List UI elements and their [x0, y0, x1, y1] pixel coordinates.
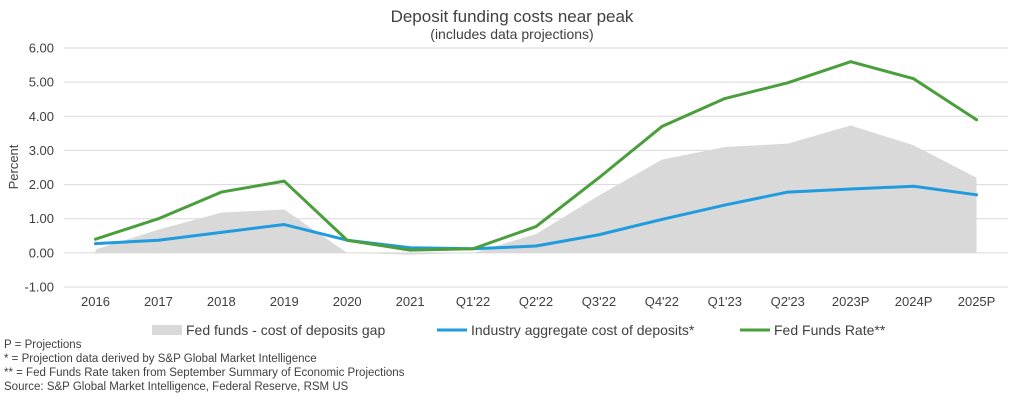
data-point-industry-aggregate-cost-of-deposits [282, 223, 286, 226]
footnote-projection-source: * = Projection data derived by S&P Globa… [4, 353, 317, 365]
gap-area-layer [95, 125, 977, 255]
data-point-industry-aggregate-cost-of-deposits [219, 230, 223, 234]
x-tick-labels: 2016 2017 2018 2019 2020 2021 Q1'22 Q2'22 Q3'22 Q… [81, 294, 995, 309]
series-area-fed-funds-cost-of-deposits-gap [95, 125, 977, 255]
x-tick-label: Q2'22 [519, 294, 553, 309]
data-point-industry-aggregate-cost-of-deposits [849, 187, 853, 191]
data-point-industry-aggregate-cost-of-deposits [660, 217, 664, 221]
data-point-fed-funds-rate [282, 179, 286, 183]
data-point-fed-funds-rate [157, 217, 160, 221]
data-point-industry-aggregate-cost-of-deposits [786, 190, 790, 194]
footnotes: P = Projections * = Projection data deri… [4, 338, 404, 394]
x-tick-label: 2018 [207, 294, 236, 309]
x-tick-label: Q2'23 [771, 294, 805, 309]
x-tick-label: 2025P [958, 294, 996, 309]
y-tick-label: 3.00 [29, 143, 54, 158]
legend-swatch-area [152, 325, 182, 335]
x-tick-label: 2020 [333, 294, 362, 309]
data-point-fed-funds-rate [94, 237, 97, 241]
x-tick-label: 2021 [396, 294, 425, 309]
legend-label: Industry aggregate cost of deposits* [471, 322, 695, 338]
x-tick-label: 2017 [144, 294, 173, 309]
y-tick-label: 6.00 [29, 41, 54, 56]
y-axis-title: Percent [6, 144, 21, 189]
y-tick-labels: -1.00 0.00 1.00 2.00 3.00 4.00 5.00 6.00 [24, 41, 54, 295]
data-point-fed-funds-rate [849, 60, 853, 64]
x-tick-label: Q4'22 [645, 294, 679, 309]
footnote-fed-funds-source: ** = Fed Funds Rate taken from September… [4, 367, 405, 379]
data-point-fed-funds-rate [534, 225, 538, 228]
data-point-industry-aggregate-cost-of-deposits [975, 193, 978, 197]
legend: Fed funds - cost of deposits gap Industry… [152, 322, 886, 338]
y-tick-label: 2.00 [29, 177, 54, 192]
y-tick-label: 0.00 [29, 245, 54, 260]
x-tick-label: 2024P [895, 294, 933, 309]
footnote-source: Source: S&P Global Market Intelligence, … [4, 381, 349, 393]
data-point-fed-funds-rate [408, 248, 412, 252]
x-tick-label: 2016 [81, 294, 110, 309]
data-point-fed-funds-rate [912, 77, 915, 81]
data-point-industry-aggregate-cost-of-deposits [94, 242, 97, 246]
data-point-industry-aggregate-cost-of-deposits [912, 184, 915, 188]
x-tick-label: 2023P [832, 294, 870, 309]
x-tick-label: Q1'23 [708, 294, 742, 309]
y-tick-label: 4.00 [29, 109, 54, 124]
data-point-fed-funds-rate [975, 118, 978, 122]
x-tick-label: 2019 [270, 294, 299, 309]
x-tick-label: Q3'22 [582, 294, 616, 309]
data-point-industry-aggregate-cost-of-deposits [597, 233, 601, 237]
data-point-fed-funds-rate [723, 97, 727, 100]
y-tick-label: 5.00 [29, 75, 54, 90]
data-point-industry-aggregate-cost-of-deposits [534, 244, 538, 248]
data-point-fed-funds-rate [660, 125, 664, 128]
data-point-fed-funds-rate [345, 238, 349, 242]
data-point-industry-aggregate-cost-of-deposits [408, 246, 412, 250]
x-tick-label: Q1'22 [456, 294, 490, 309]
series-lines-layer [93, 60, 979, 252]
data-point-fed-funds-rate [471, 247, 475, 251]
footnote-projections: P = Projections [4, 339, 82, 351]
legend-label: Fed Funds Rate** [774, 322, 886, 338]
data-point-industry-aggregate-cost-of-deposits [723, 203, 727, 207]
chart-title: Deposit funding costs near peak [391, 7, 634, 26]
data-point-fed-funds-rate [597, 176, 601, 180]
chart-subtitle: (includes data projections) [430, 26, 593, 42]
data-point-industry-aggregate-cost-of-deposits [157, 238, 160, 242]
legend-label: Fed funds - cost of deposits gap [186, 322, 385, 338]
y-tick-label: 1.00 [29, 211, 54, 226]
data-point-fed-funds-rate [786, 81, 790, 85]
y-tick-label: -1.00 [24, 280, 54, 295]
data-point-fed-funds-rate [219, 190, 223, 194]
